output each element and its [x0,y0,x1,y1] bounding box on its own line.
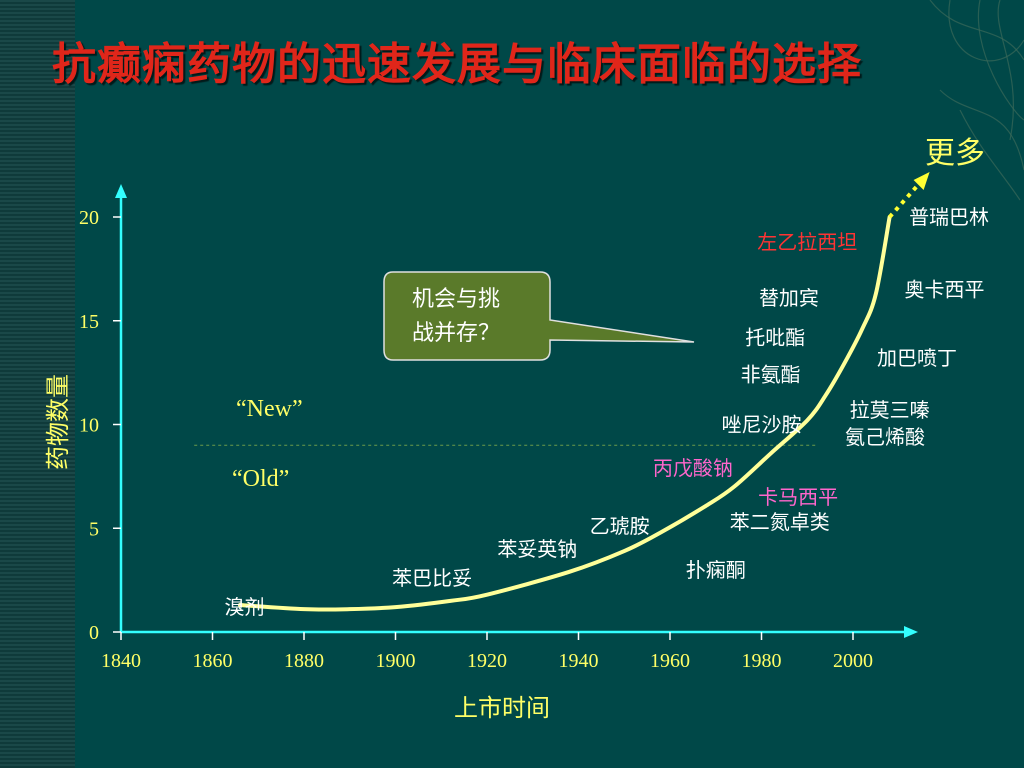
drug-label: 卡马西平 [758,485,838,509]
slide-title: 抗癫痫药物的迅速发展与临床面临的选择 [52,39,862,90]
x-tick-label: 1840 [101,650,141,672]
drug-label: 丙戊酸钠 [653,456,733,480]
x-tick-label: 1860 [193,650,233,672]
x-axis-title: 上市时间 [454,694,550,722]
arrow-up-icon [913,172,930,190]
x-tick-label: 2000 [833,650,873,672]
y-axis-arrow-icon [115,184,127,198]
x-tick-label: 1900 [376,650,416,672]
callout-text-line-2: 战并存？ [412,321,500,346]
drug-label: 托吡酯 [745,325,805,349]
x-tick-label: 1940 [559,650,599,672]
x-axis-arrow-icon [904,626,918,638]
drug-label: 左乙拉西坦 [757,230,857,254]
more-label: 更多 [925,136,985,171]
drug-label: 扑痫酮 [686,558,746,582]
drug-count-curve [237,215,892,612]
drug-label: 替加宾 [759,286,819,310]
y-axis-title: 药物数量 [44,374,72,470]
x-tick-label: 1960 [650,650,690,672]
drug-label: 苯巴比妥 [392,566,472,590]
drug-label: 奥卡西平 [905,278,985,302]
drug-label: 溴剂 [225,595,265,619]
drug-label: 非氨酯 [741,363,801,387]
drug-label: 苯妥英钠 [497,537,577,561]
y-tick-label: 5 [89,518,99,540]
y-tick-label: 20 [79,207,99,229]
drug-label: 普瑞巴林 [909,205,989,229]
x-tick-label: 1980 [742,650,782,672]
drug-label: 乙琥胺 [590,514,650,538]
y-tick-label: 10 [79,415,99,437]
drug-label: 氨己烯酸 [845,425,925,449]
drug-label: 苯二氮卓类 [730,510,830,534]
drug-label: 加巴喷丁 [877,346,957,370]
x-tick-label: 1920 [467,650,507,672]
callout-text-line-1: 机会与挑 [412,287,500,312]
drug-label: 拉莫三嗪 [850,398,930,422]
decorative-swirl [929,0,1024,201]
old-era-label: “Old” [232,466,289,492]
y-tick-label: 15 [79,311,99,333]
callout-bubble: 机会与挑 战并存？ [383,271,695,361]
new-era-label: “New” [236,396,303,422]
y-tick-label: 0 [89,622,99,644]
decorative-side-stripe [0,0,75,768]
drug-label: 唑尼沙胺 [722,413,802,437]
x-tick-label: 1880 [284,650,324,672]
